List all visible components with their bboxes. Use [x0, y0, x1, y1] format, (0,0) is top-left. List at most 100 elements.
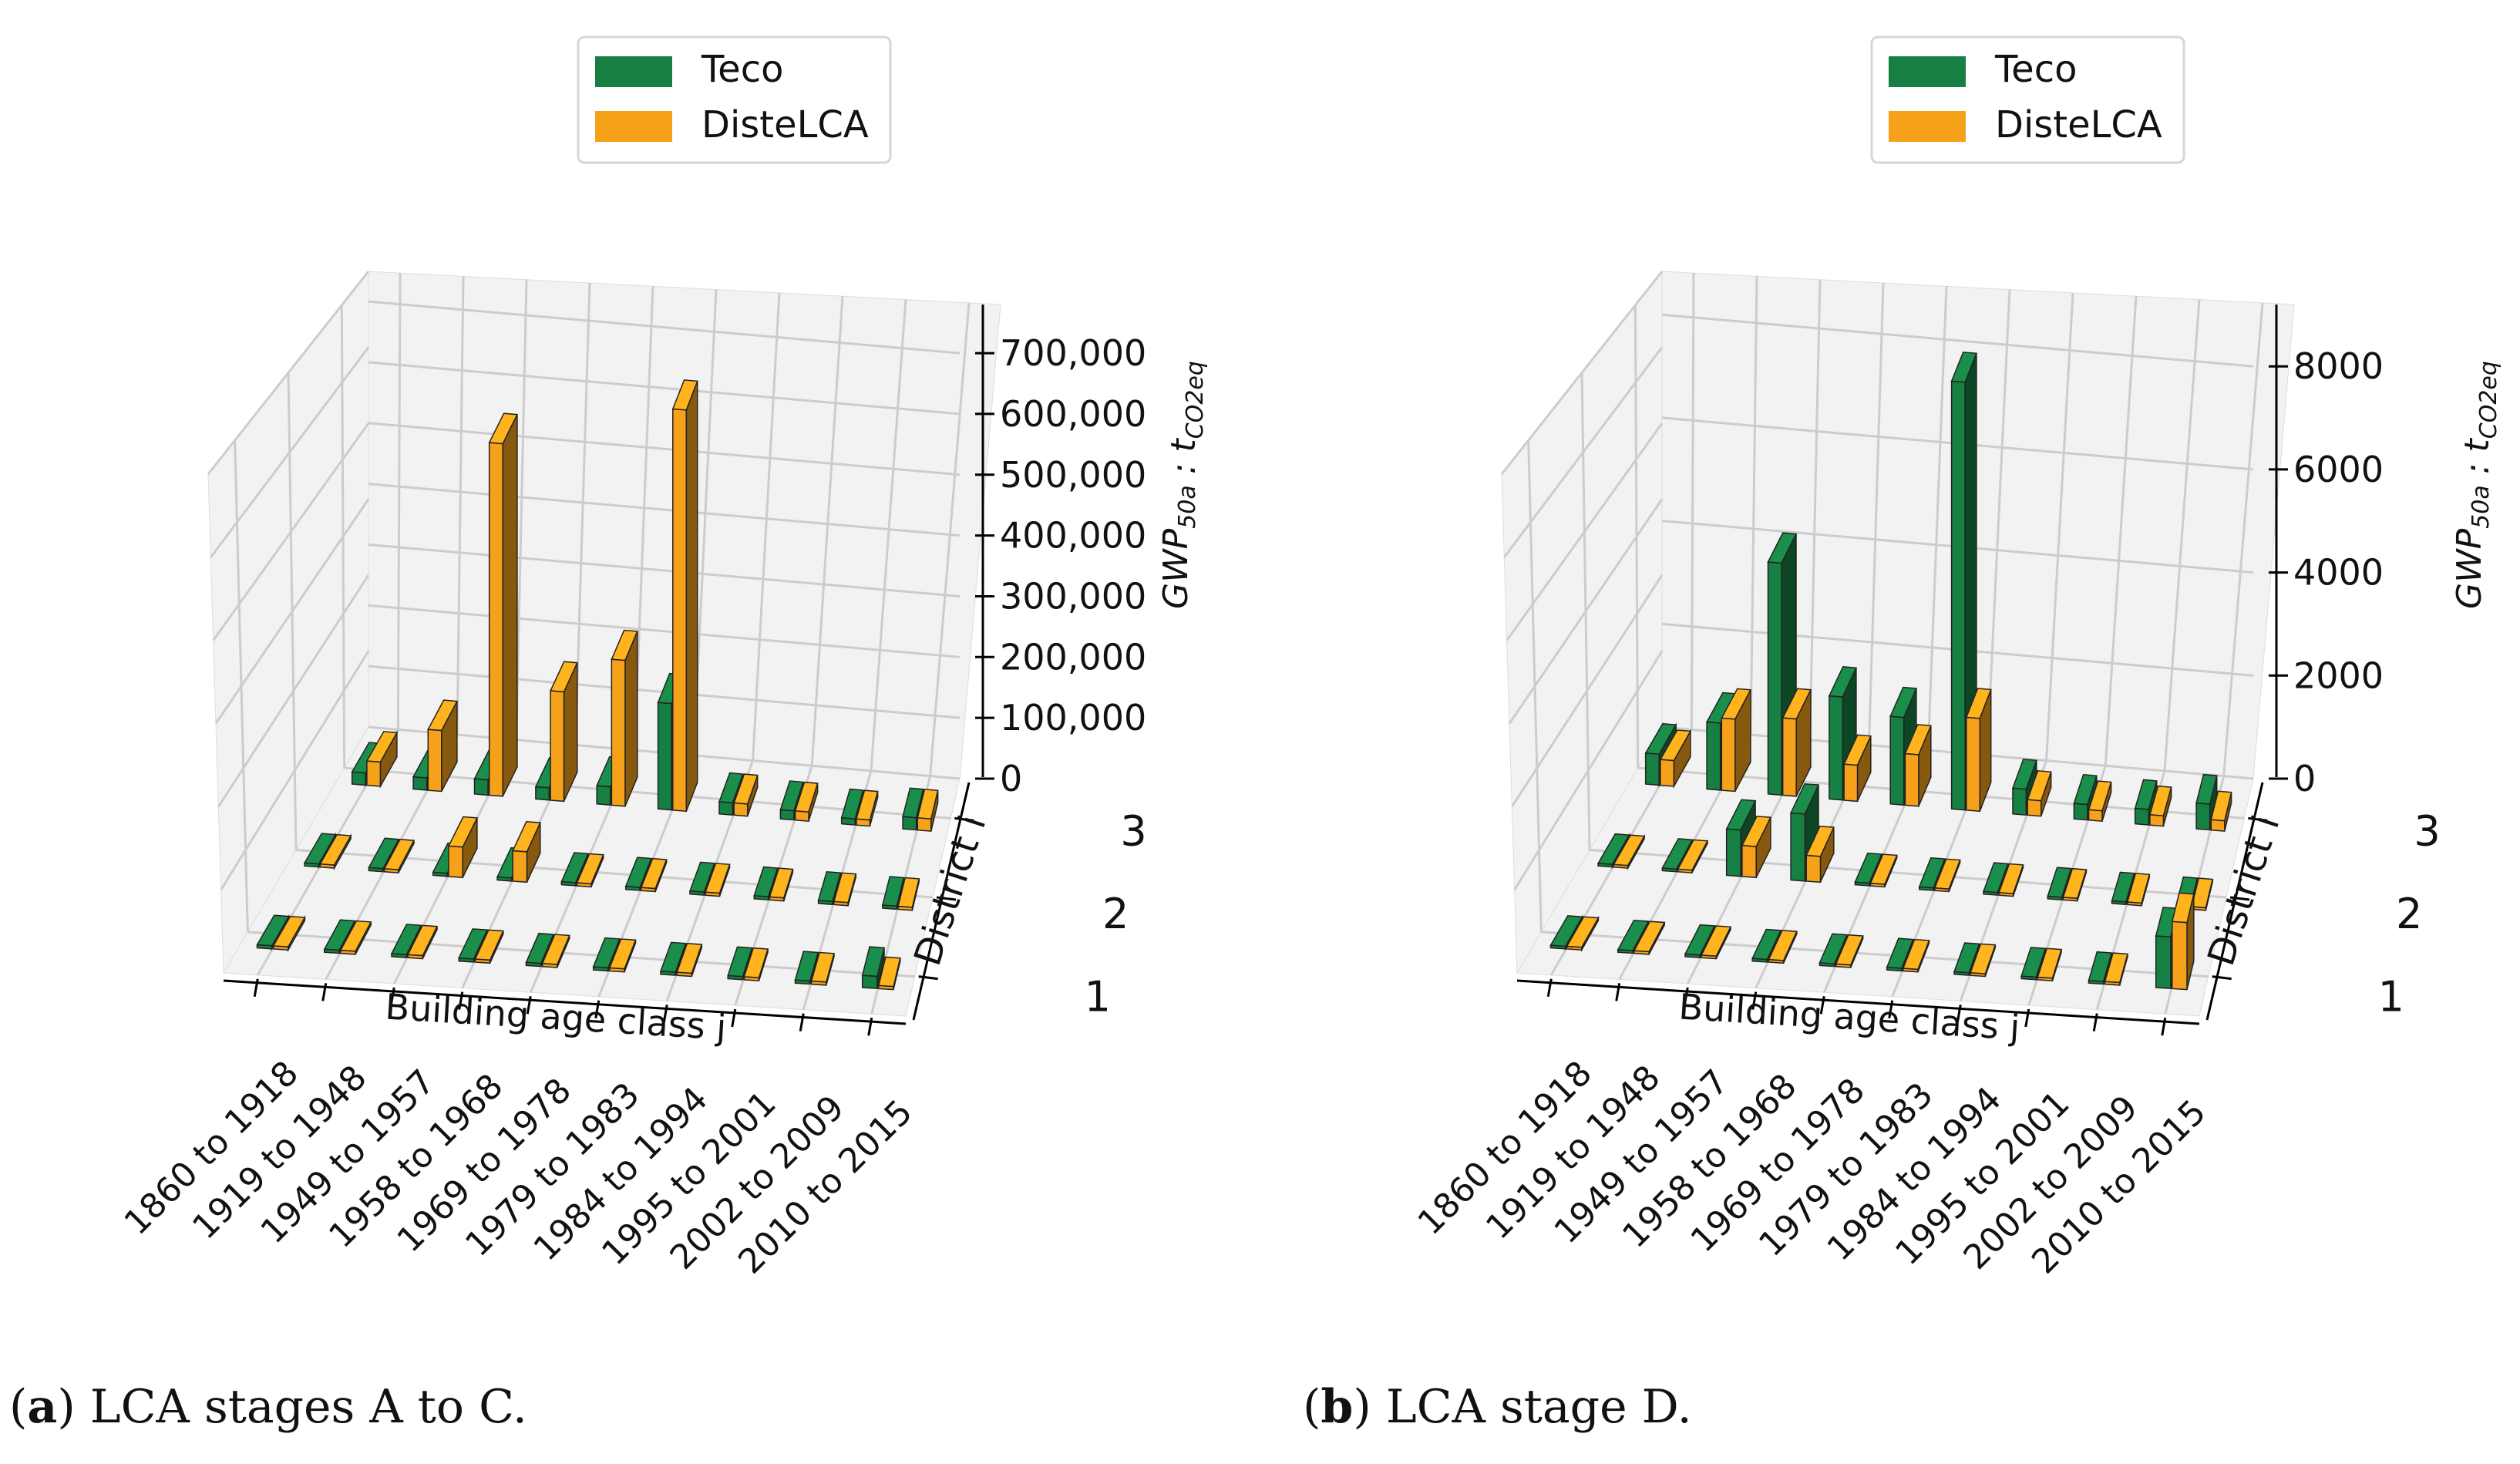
- y-gridline-wall: [287, 372, 298, 850]
- bar-front: [1904, 752, 1919, 807]
- bar-front: [1854, 881, 1870, 887]
- bar-front: [1597, 863, 1613, 868]
- y-tick: [954, 816, 974, 822]
- z-label-part: 50a: [1174, 485, 1201, 529]
- bar-distelca: [1869, 853, 1898, 888]
- bar-teco: [659, 941, 687, 976]
- bar-front: [672, 408, 688, 813]
- legend-swatch-distelca: [1889, 111, 1966, 142]
- bar-distelca: [1613, 833, 1646, 870]
- bar-front: [2104, 981, 2121, 986]
- bar-front: [810, 980, 827, 986]
- bar-front: [817, 900, 833, 906]
- y-tick-label: 3: [1120, 806, 1146, 855]
- x-tick: [799, 1013, 805, 1032]
- bar-front: [407, 954, 424, 960]
- bar-distelca: [2037, 947, 2063, 982]
- bar-front: [596, 785, 611, 806]
- bar-front: [2020, 975, 2037, 981]
- bar-front: [1768, 958, 1785, 964]
- bar-front: [1998, 892, 2014, 897]
- x-gridline-back: [1808, 279, 1822, 740]
- x-tick: [2092, 1013, 2098, 1032]
- legend-label-distelca: DisteLCA: [701, 103, 869, 146]
- z-label-part: t: [1164, 438, 1203, 453]
- bar-front: [718, 801, 734, 816]
- bar-front: [541, 962, 558, 968]
- bar-front: [1661, 867, 1677, 873]
- bar-distelca: [676, 943, 703, 978]
- z-gridline: [368, 604, 961, 658]
- x-tick: [1888, 1000, 1894, 1019]
- bar-front: [902, 816, 917, 831]
- bar-front: [624, 885, 641, 891]
- bar-front: [676, 971, 693, 978]
- bar-front: [1549, 944, 1566, 950]
- bar-front: [2088, 809, 2103, 823]
- bar-front: [1741, 844, 1757, 879]
- bar-front: [2047, 895, 2063, 901]
- bar-front: [794, 810, 809, 823]
- caption-a: (a) LCA stages A to C.: [9, 1380, 527, 1434]
- bar-teco: [2088, 951, 2113, 985]
- bar-teco: [2111, 871, 2135, 906]
- bar-front: [473, 778, 489, 796]
- bar-front: [458, 957, 475, 963]
- bar-front: [878, 984, 894, 991]
- bar-front: [427, 729, 442, 793]
- bar-front: [840, 816, 856, 826]
- bar-distelca: [2210, 790, 2232, 832]
- bar-front: [660, 971, 676, 976]
- bar-distelca: [671, 379, 698, 813]
- bar-distelca: [705, 863, 731, 897]
- bar-front: [794, 979, 811, 985]
- bar-front: [609, 967, 625, 973]
- bar-side: [624, 631, 638, 807]
- bar-front: [351, 771, 366, 786]
- bar-front: [882, 904, 897, 910]
- bar-front: [383, 868, 399, 874]
- bar-teco: [881, 876, 905, 910]
- bar-front: [2062, 897, 2078, 902]
- x-gridline-back: [456, 276, 465, 735]
- bar-distelca: [2027, 770, 2052, 817]
- bar-front: [2195, 802, 2211, 831]
- bar-front: [512, 850, 528, 883]
- bar-front: [324, 948, 340, 954]
- bar-front: [1684, 953, 1701, 959]
- z-tick-label: 600,000: [1000, 393, 1146, 435]
- legend-label-distelca: DisteLCA: [1995, 103, 2162, 146]
- bar-front: [256, 944, 273, 950]
- bar-teco: [794, 951, 819, 985]
- y-tick-label: 2: [2396, 890, 2422, 938]
- z-gridline: [1661, 313, 2254, 368]
- x-tick: [2024, 1008, 2030, 1028]
- bar-distelca: [640, 857, 668, 893]
- bar-distelca: [1741, 816, 1772, 879]
- bar-distelca: [1904, 724, 1932, 807]
- z-axis-label: GWP50a : tCO2eq: [1156, 361, 1209, 609]
- bar-front: [474, 958, 491, 964]
- z-tick-label: 200,000: [1000, 636, 1146, 678]
- z-gridline: [368, 483, 961, 537]
- x-tick: [526, 995, 532, 1015]
- y-gridline-wall: [1633, 305, 1640, 769]
- bar-teco: [861, 946, 885, 989]
- bar-front: [1781, 717, 1797, 797]
- x-gridline-back: [929, 302, 971, 776]
- bar-front: [1983, 890, 1999, 896]
- bar-front: [2172, 920, 2188, 991]
- bar-distelca: [488, 412, 519, 797]
- bar-front: [733, 802, 749, 817]
- y-gridline-wall: [1527, 440, 1543, 932]
- y-tick: [936, 896, 957, 901]
- bar-front: [2111, 900, 2127, 906]
- bar-distelca: [611, 629, 638, 807]
- bar-distelca: [272, 915, 306, 953]
- bar-front: [319, 863, 335, 869]
- bar-distelca: [1721, 688, 1752, 793]
- bar-front: [1767, 561, 1782, 796]
- bar-distelca: [897, 877, 920, 911]
- z-tick-label: 0: [2293, 758, 2316, 799]
- bar-front: [1660, 759, 1675, 787]
